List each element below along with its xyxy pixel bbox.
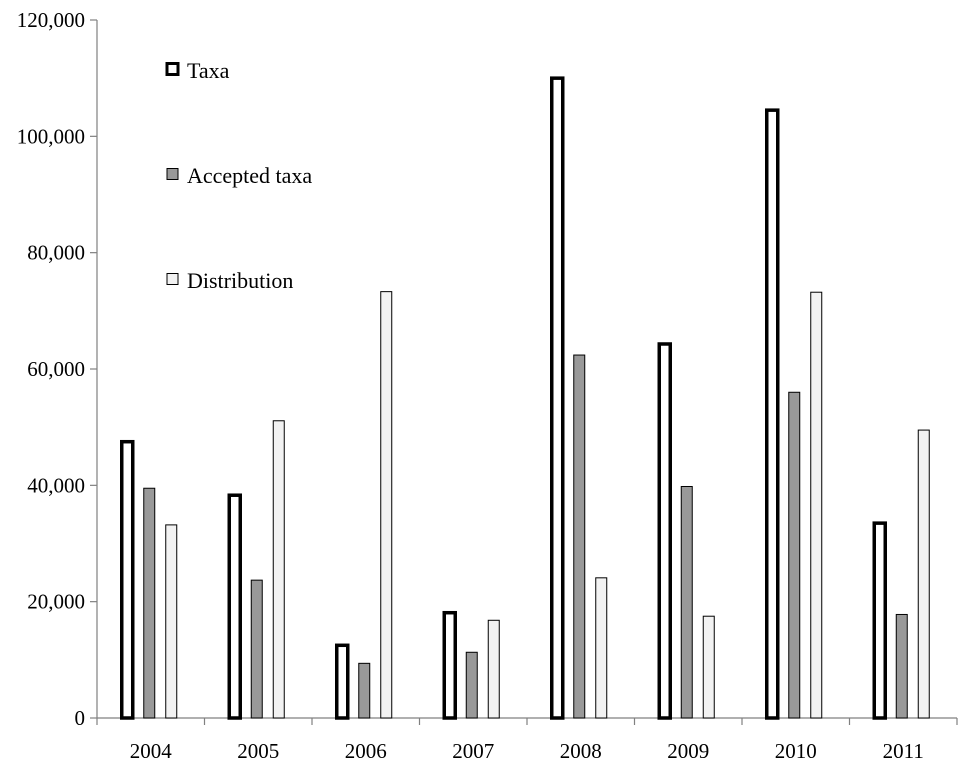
legend-swatch: [165, 62, 180, 76]
y-tick-label: 20,000: [27, 590, 85, 614]
bar-accepted-taxa: [573, 354, 586, 719]
legend-label: Distribution: [187, 268, 293, 293]
bar-accepted-taxa: [358, 662, 371, 719]
y-tick-label: 0: [75, 706, 86, 730]
y-tick-label: 60,000: [27, 357, 85, 381]
bar-taxa: [872, 521, 887, 720]
x-tick-labels: 2004 2005 2006 2007 2008 2009 2010 2011: [130, 739, 924, 763]
x-tick-label: 2011: [883, 739, 924, 763]
y-tick-label: 120,000: [17, 8, 85, 32]
bar-distribution: [810, 291, 823, 719]
y-tick-label: 100,000: [17, 124, 85, 148]
bar-distribution: [487, 619, 500, 719]
bar-accepted-taxa: [465, 651, 478, 719]
y-tick-label: 40,000: [27, 473, 85, 497]
x-tick-label: 2010: [775, 739, 817, 763]
bar-taxa: [335, 643, 350, 720]
x-tick-label: 2009: [667, 739, 709, 763]
bar-taxa: [657, 342, 672, 720]
legend-label: Accepted taxa: [187, 163, 312, 188]
bar-distribution: [595, 577, 608, 719]
bar-accepted-taxa: [680, 485, 693, 719]
bar-distribution: [380, 291, 393, 719]
chart-bars: [120, 76, 930, 720]
bar-taxa: [227, 493, 242, 720]
chart-axes: [90, 19, 958, 725]
bar-distribution: [165, 524, 178, 719]
legend-swatch: [166, 168, 179, 180]
legend-label: Taxa: [187, 58, 230, 83]
bar-distribution: [702, 615, 715, 719]
bar-distribution: [917, 429, 930, 719]
x-tick-label: 2008: [560, 739, 602, 763]
x-tick-label: 2006: [345, 739, 387, 763]
legend-swatch: [166, 273, 179, 285]
bar-taxa: [550, 76, 565, 720]
bar-taxa: [120, 439, 135, 720]
x-tick-label: 2004: [130, 739, 173, 763]
chart-legend: Taxa Accepted taxa Distribution: [165, 58, 312, 293]
bar-accepted-taxa: [895, 613, 908, 719]
bar-accepted-taxa: [788, 391, 801, 719]
x-tick-label: 2005: [237, 739, 279, 763]
y-tick-label: 80,000: [27, 241, 85, 265]
bar-accepted-taxa: [250, 579, 263, 719]
bar-taxa: [765, 108, 780, 720]
bar-taxa: [442, 610, 457, 720]
bar-accepted-taxa: [143, 487, 156, 719]
bar-distribution: [272, 420, 285, 719]
y-tick-labels: 0 20,000 40,000 60,000 80,000 100,000 120,000: [17, 8, 85, 730]
x-tick-label: 2007: [452, 739, 494, 763]
